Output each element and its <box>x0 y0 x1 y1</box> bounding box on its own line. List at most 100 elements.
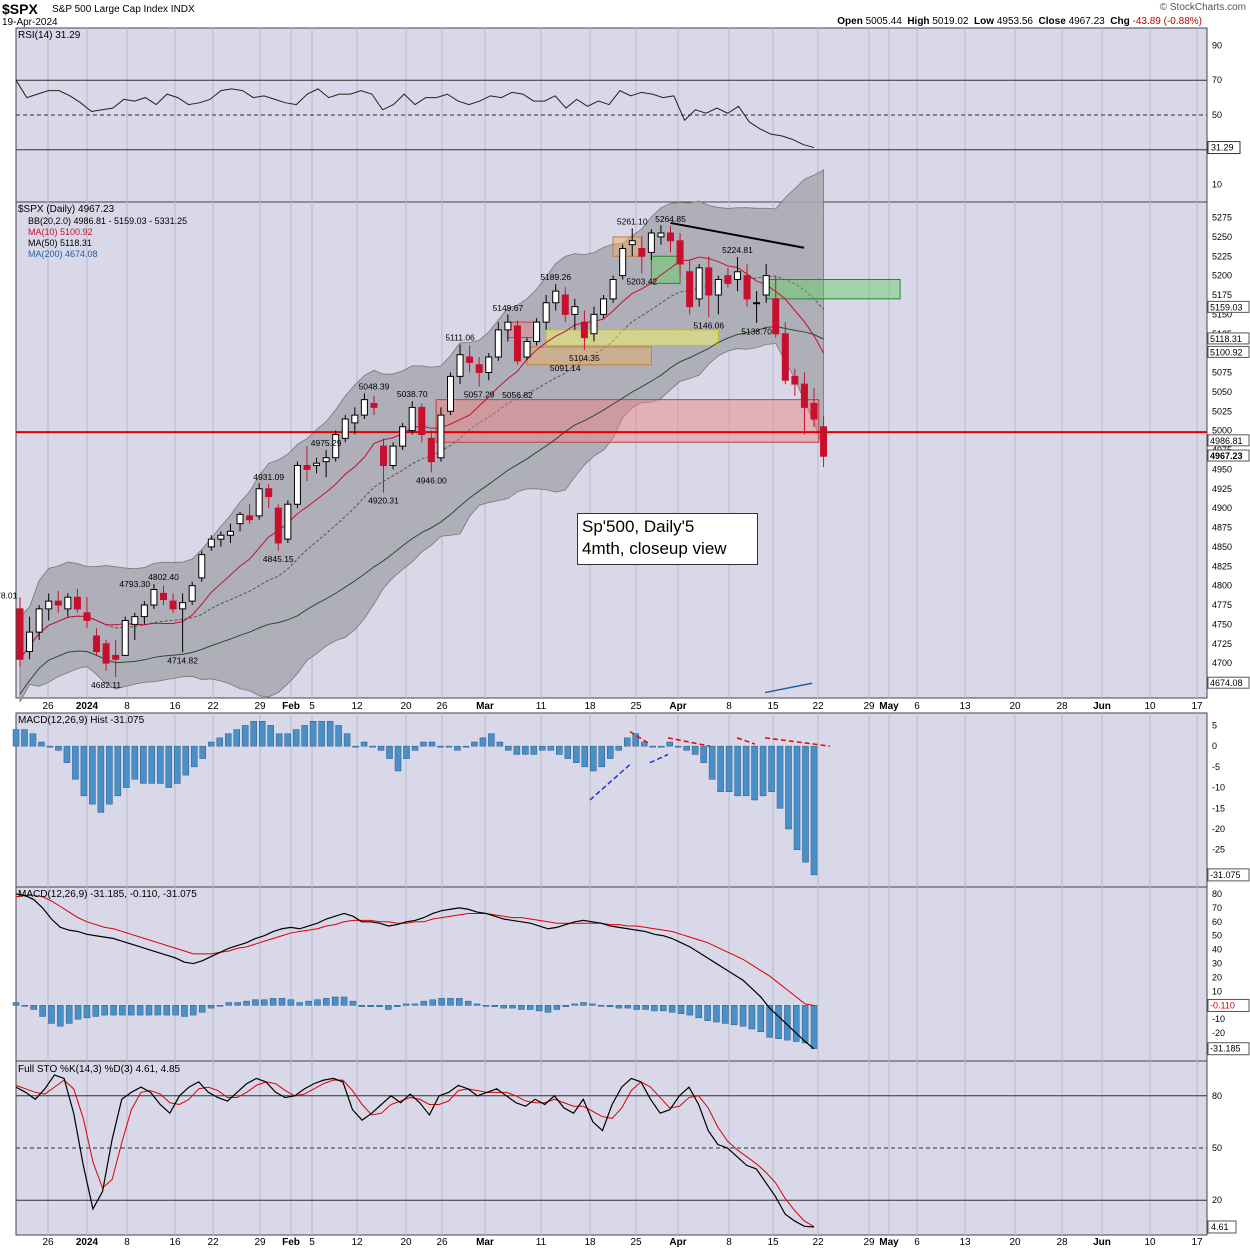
zone-green-right <box>765 279 901 300</box>
macd-tick: 10 <box>1212 986 1222 996</box>
macd-diff-bar <box>722 1005 729 1024</box>
macd-hist-tick: 0 <box>1212 741 1217 751</box>
candle-body <box>523 341 531 358</box>
macd-hist-bar <box>318 721 325 747</box>
macd-diff-bar <box>748 1005 756 1030</box>
close-label: Close <box>1038 16 1066 27</box>
macd-hist-bar <box>454 745 461 751</box>
sto-tick: 20 <box>1212 1195 1222 1205</box>
macd-hist-bar <box>369 745 376 748</box>
price-tick: 4800 <box>1212 581 1232 591</box>
macd-hist-bar <box>717 745 724 792</box>
macd-diff-bar <box>181 1005 188 1017</box>
macd-diff-bar <box>518 1005 525 1010</box>
macd-diff-bar <box>287 999 295 1006</box>
macd-diff-bar <box>331 996 339 1006</box>
candle-body <box>16 608 24 660</box>
macd-diff-bar <box>810 1005 818 1049</box>
macd-hist-bar <box>191 745 198 768</box>
macd-diff-bar <box>136 1005 144 1016</box>
macd-hist-bar <box>539 745 546 751</box>
macd-hist-bar <box>343 733 351 747</box>
macd-hist-bar <box>258 721 266 747</box>
divergence-red-2 <box>667 737 711 747</box>
macd-diff-bar <box>597 1005 605 1007</box>
price-right-value: 5118.31 <box>1210 334 1242 344</box>
x-tick-label: Jun <box>1093 701 1111 712</box>
macd-diff-bar <box>145 1005 153 1016</box>
macd-diff-bar <box>234 1002 241 1006</box>
price-title: $SPX (Daily) 4967.23 <box>18 204 115 215</box>
macd-diff-bar <box>225 1002 233 1006</box>
candle-body <box>619 248 627 277</box>
macd-diff-bar <box>447 998 454 1006</box>
sto-k-line <box>15 1074 815 1228</box>
macd-hist-bar <box>768 745 775 792</box>
candle-body <box>45 600 53 610</box>
high-label: High <box>907 16 930 27</box>
macd-diff-bar <box>668 1005 676 1013</box>
price-tick: 5225 <box>1212 251 1232 261</box>
x-tick-label-bottom: 16 <box>169 1237 181 1248</box>
candle-body <box>724 275 732 284</box>
x-tick-label-bottom: Mar <box>476 1237 494 1248</box>
macd-diff-bar <box>39 1005 46 1017</box>
candle-body <box>494 329 502 358</box>
x-tick-label-bottom: 25 <box>630 1237 642 1248</box>
macd-hist-bar <box>284 733 291 747</box>
sto-tick: 80 <box>1212 1091 1222 1101</box>
macd-diff-bar <box>580 1002 587 1006</box>
macd-hist-bar <box>725 745 733 792</box>
macd-hist-bar <box>97 745 105 813</box>
macd-hist-bar <box>776 745 784 809</box>
candle-body <box>303 465 311 470</box>
price-label: 4931.09 <box>253 472 284 482</box>
macd-tick: 60 <box>1212 917 1222 927</box>
macd-line <box>15 893 815 1050</box>
macd-hist-bar <box>547 745 555 751</box>
legend-ma10: MA(10) 5100.92 <box>28 227 93 237</box>
macd-hist-bar <box>106 745 113 805</box>
rsi-last-value: 31.29 <box>1211 143 1234 153</box>
candle-body <box>102 643 110 664</box>
low-label: Low <box>974 16 995 27</box>
candle-body <box>360 399 368 416</box>
macd-hist-bar <box>208 741 215 747</box>
candle-body <box>217 534 225 540</box>
macd-hist-tick: 5 <box>1212 720 1217 730</box>
candle-body <box>399 426 407 447</box>
chart-date: 19-Apr-2024 <box>2 17 58 28</box>
x-tick-label-bottom: Apr <box>669 1237 686 1248</box>
price-tick: 4700 <box>1212 658 1232 668</box>
price-label: 5091.14 <box>550 363 581 373</box>
divergence-red-4 <box>764 737 831 747</box>
macd-diff-bar <box>92 1005 100 1017</box>
price-tick: 4950 <box>1212 464 1232 474</box>
macd-diff-bar <box>314 999 321 1006</box>
macd-diff-bar <box>243 1000 250 1006</box>
price-tick: 5175 <box>1212 290 1232 300</box>
macd-hist-bar <box>488 733 495 747</box>
macd-hist-bar <box>632 733 639 747</box>
x-tick-label: 11 <box>536 701 547 712</box>
macd-diff-bar <box>252 999 259 1006</box>
macd-hist-bar <box>573 745 580 763</box>
macd-diff-bar <box>385 1005 392 1010</box>
x-tick-label: 29 <box>254 701 266 712</box>
divergence-blue-2 <box>649 753 669 764</box>
candle-body <box>351 414 359 424</box>
macd-tick: 50 <box>1212 931 1222 941</box>
macd-diff-bar <box>65 1005 73 1024</box>
macd-hist-bar <box>224 733 232 747</box>
macd-diff-bar <box>207 1005 215 1009</box>
x-tick-label-bottom: 5 <box>309 1237 315 1248</box>
price-label: 5056.82 <box>502 390 533 400</box>
price-label: 5189.26 <box>540 272 571 282</box>
candle-body <box>418 406 426 435</box>
macd-diff-bar <box>429 999 436 1006</box>
price-tick: 5050 <box>1212 387 1232 397</box>
x-tick-label: 22 <box>812 701 824 712</box>
price-label: 5111.06 <box>445 333 475 343</box>
macd-hist-tick: -15 <box>1212 803 1225 813</box>
ohlc-readout: Open 5005.44 High 5019.02 Low 4953.56 Cl… <box>837 16 1202 27</box>
